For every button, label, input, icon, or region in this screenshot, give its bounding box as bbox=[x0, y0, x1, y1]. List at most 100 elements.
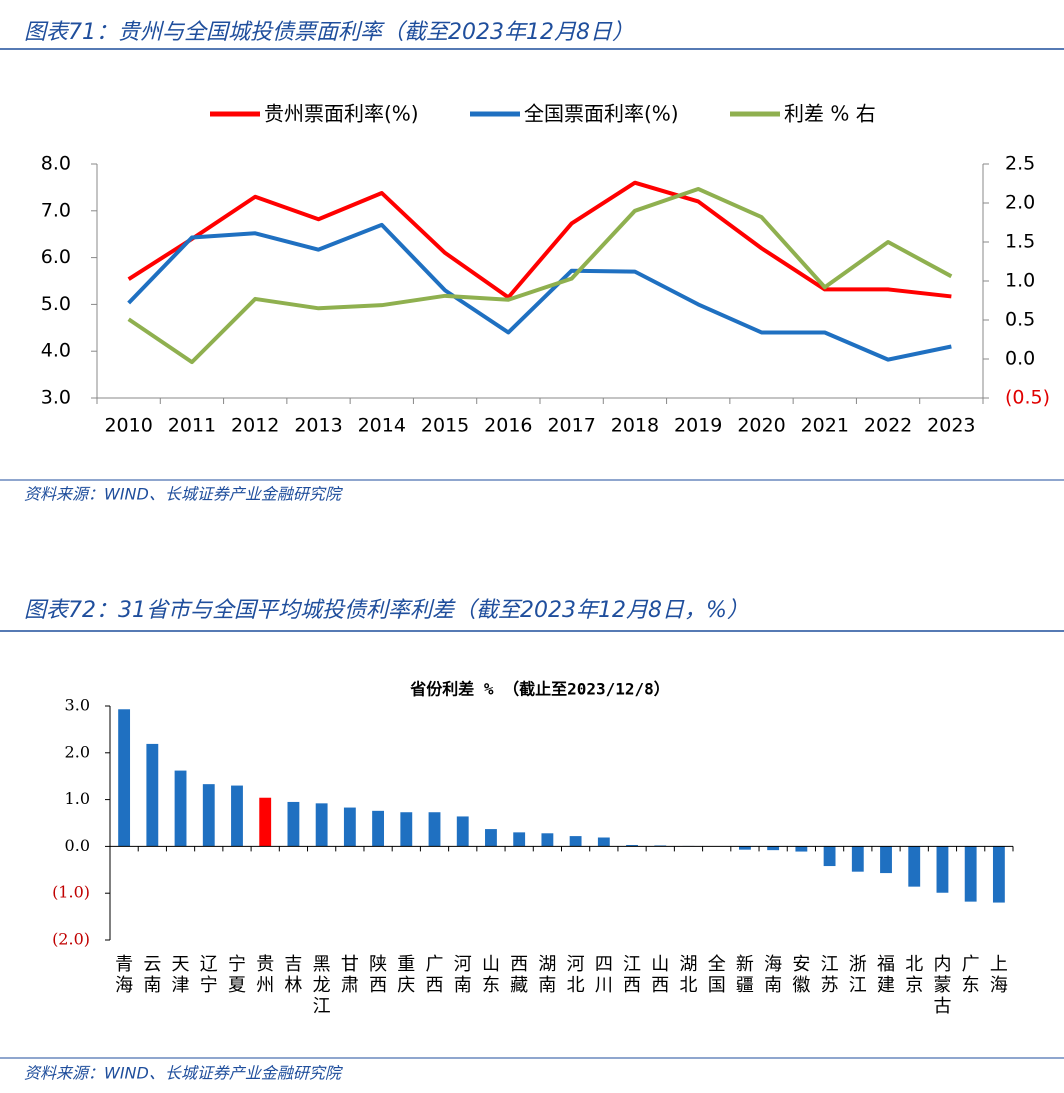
y-tick-label: (2.0) bbox=[52, 930, 90, 949]
x-tick-label: 辽宁 bbox=[200, 954, 218, 996]
bar bbox=[343, 807, 356, 847]
x-tick-label: 青海 bbox=[115, 954, 133, 996]
x-tick-label: 山西 bbox=[651, 954, 669, 996]
bar bbox=[400, 812, 413, 847]
x-tick-label: 2012 bbox=[231, 415, 279, 437]
bar bbox=[569, 836, 582, 847]
y-tick-label: 4.0 bbox=[41, 340, 71, 362]
x-tick-label: 2019 bbox=[674, 415, 722, 437]
x-tick-label: 2021 bbox=[801, 415, 849, 437]
x-tick-label: 广西 bbox=[426, 954, 444, 996]
bar bbox=[513, 832, 526, 847]
y-tick-label: 7.0 bbox=[41, 199, 71, 221]
x-tick-label: 北京 bbox=[905, 954, 923, 996]
bar bbox=[851, 846, 864, 872]
bar bbox=[541, 833, 554, 847]
x-tick-label: 重庆 bbox=[397, 954, 415, 996]
source-note: 资料来源：WIND、长城证券产业金融研究院 bbox=[24, 485, 344, 504]
chart-title: 省份利差 % （截止至2023/12/8） bbox=[409, 680, 670, 699]
y-tick-label: 1.0 bbox=[65, 789, 90, 808]
legend-label: 贵州票面利率(%) bbox=[264, 102, 419, 126]
x-tick-label: 2010 bbox=[104, 415, 152, 437]
x-tick-label: 广东 bbox=[962, 954, 980, 996]
legend-label: 全国票面利率(%) bbox=[524, 102, 679, 126]
y2-tick-label: 2.0 bbox=[1005, 192, 1035, 214]
x-tick-label: 2017 bbox=[547, 415, 595, 437]
x-tick-label: 2014 bbox=[358, 415, 406, 437]
bar bbox=[936, 846, 949, 893]
figure-caption: 图表71：贵州与全国城投债票面利率（截至2023年12月8日） bbox=[24, 20, 634, 45]
bar bbox=[118, 709, 131, 847]
bar bbox=[823, 846, 836, 867]
x-tick-label: 2013 bbox=[294, 415, 342, 437]
x-tick-label: 山东 bbox=[482, 954, 500, 996]
x-tick-label: 海南 bbox=[764, 954, 782, 996]
x-tick-label: 2018 bbox=[611, 415, 659, 437]
y2-tick-label: 1.0 bbox=[1005, 270, 1035, 292]
x-tick-label: 2022 bbox=[864, 415, 912, 437]
bar bbox=[738, 846, 751, 850]
x-tick-label: 吉林 bbox=[284, 954, 302, 996]
bar bbox=[372, 810, 385, 847]
x-tick-label: 江西 bbox=[623, 954, 641, 996]
y-tick-label: 5.0 bbox=[41, 293, 71, 315]
figure-caption: 图表72：31省市与全国平均城投债利率利差（截至2023年12月8日，%） bbox=[24, 598, 749, 623]
bar bbox=[231, 785, 243, 847]
x-tick-label: 甘肃 bbox=[341, 954, 359, 996]
x-tick-label: 陕西 bbox=[369, 954, 387, 996]
bar bbox=[259, 797, 272, 847]
bar bbox=[908, 846, 921, 887]
y2-tick-label: 2.5 bbox=[1005, 153, 1035, 175]
y-tick-label: 0.0 bbox=[65, 836, 90, 855]
x-tick-label: 上海 bbox=[990, 954, 1008, 996]
x-tick-label: 四川 bbox=[595, 954, 613, 996]
x-tick-label: 河南 bbox=[454, 954, 472, 996]
bar bbox=[626, 844, 638, 847]
bar bbox=[964, 846, 977, 902]
bar bbox=[315, 803, 328, 847]
x-tick-label: 内蒙古 bbox=[933, 954, 951, 1017]
x-tick-label: 湖南 bbox=[538, 954, 556, 996]
bar bbox=[202, 784, 215, 847]
bar bbox=[767, 846, 780, 851]
x-tick-label: 宁夏 bbox=[228, 954, 246, 996]
x-tick-label: 浙江 bbox=[849, 954, 867, 996]
bar bbox=[597, 837, 610, 847]
line-series bbox=[127, 222, 952, 362]
x-tick-label: 黑龙江 bbox=[313, 954, 331, 1017]
y2-tick-label: 1.5 bbox=[1005, 231, 1035, 253]
y-tick-label: 2.0 bbox=[65, 742, 90, 761]
bar bbox=[428, 812, 441, 847]
bar bbox=[146, 743, 159, 847]
x-tick-label: 云南 bbox=[143, 954, 161, 996]
bar bbox=[992, 846, 1005, 903]
x-tick-label: 2016 bbox=[484, 415, 532, 437]
y-tick-label: 6.0 bbox=[41, 246, 71, 268]
x-tick-label: 河北 bbox=[567, 954, 585, 996]
bar bbox=[880, 846, 892, 874]
y2-tick-label: 0.0 bbox=[1005, 348, 1035, 370]
x-tick-label: 2011 bbox=[168, 415, 216, 437]
y-tick-label: 3.0 bbox=[41, 387, 71, 409]
x-tick-label: 2023 bbox=[927, 415, 975, 437]
y-tick-label: 8.0 bbox=[41, 153, 71, 175]
x-tick-label: 2015 bbox=[421, 415, 469, 437]
x-tick-label: 全国 bbox=[708, 954, 726, 996]
x-tick-label: 西藏 bbox=[510, 954, 528, 996]
bar bbox=[485, 829, 497, 847]
bar bbox=[287, 801, 300, 847]
y2-tick-label: 0.5 bbox=[1005, 309, 1035, 331]
source-note: 资料来源：WIND、长城证券产业金融研究院 bbox=[24, 1064, 344, 1083]
x-tick-label: 2020 bbox=[737, 415, 785, 437]
x-tick-label: 福建 bbox=[877, 954, 895, 996]
line-series bbox=[127, 186, 953, 365]
y2-tick-label: (0.5) bbox=[1005, 387, 1050, 409]
y-tick-label: (1.0) bbox=[52, 883, 90, 902]
x-tick-label: 江苏 bbox=[821, 954, 839, 996]
bar bbox=[456, 816, 469, 847]
x-tick-label: 湖北 bbox=[679, 954, 697, 996]
x-tick-label: 天津 bbox=[172, 954, 190, 996]
x-tick-label: 新疆 bbox=[736, 954, 754, 996]
x-tick-label: 贵州 bbox=[256, 954, 274, 996]
bar bbox=[174, 770, 187, 847]
